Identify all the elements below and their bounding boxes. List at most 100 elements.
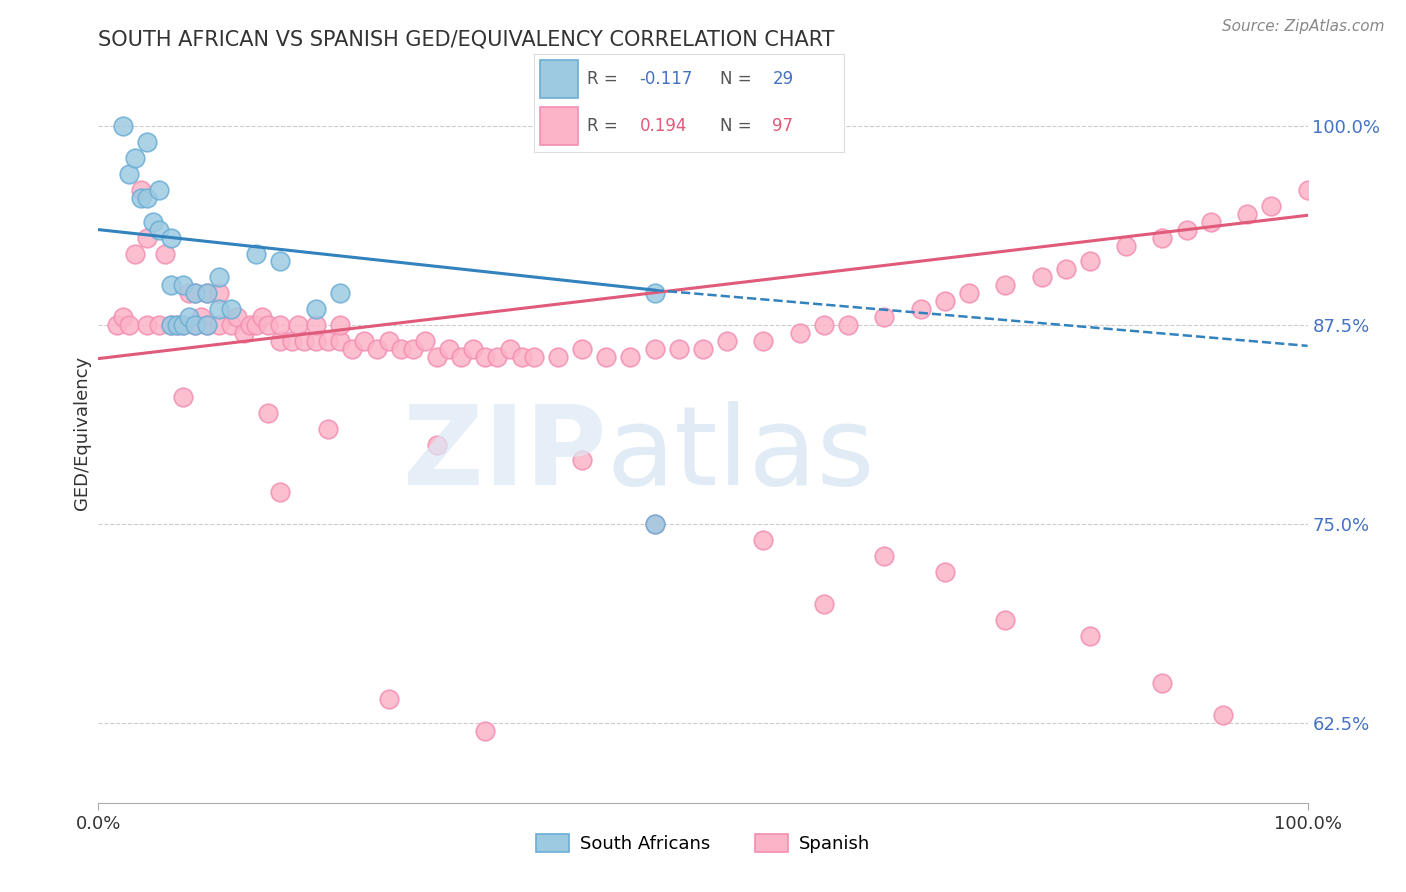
Point (179, 310, 201, 325)
Point (160, 318, 183, 333)
Point (124, 246, 146, 260)
Point (752, 533, 775, 547)
Point (208, 302, 231, 317)
Point (813, 597, 835, 611)
Point (1152, 676, 1174, 690)
Point (135, 230, 157, 244)
Text: Source: ZipAtlas.com: Source: ZipAtlas.com (1222, 20, 1385, 34)
Bar (540, 108, 578, 145)
Point (153, 246, 176, 260)
Point (437, 342, 460, 356)
Point (195, 318, 218, 333)
Point (195, 286, 218, 301)
Point (474, 350, 496, 364)
Point (426, 350, 449, 364)
Point (1199, 214, 1222, 228)
Point (1260, 199, 1282, 213)
Point (486, 350, 509, 364)
Point (166, 318, 188, 333)
Point (450, 350, 472, 364)
Point (1296, 183, 1319, 197)
Point (148, 222, 170, 236)
Point (281, 334, 304, 348)
Point (789, 326, 811, 340)
Point (135, 135, 157, 149)
Point (184, 318, 207, 333)
Point (172, 390, 194, 404)
Point (644, 517, 666, 532)
Point (269, 334, 291, 348)
Point (160, 278, 183, 293)
Point (118, 318, 141, 333)
Point (292, 334, 315, 348)
Point (226, 310, 249, 325)
Point (129, 191, 152, 205)
Point (129, 183, 152, 197)
Point (269, 485, 291, 500)
Point (184, 318, 207, 333)
Point (619, 350, 641, 364)
Point (547, 350, 569, 364)
Point (221, 318, 243, 333)
Text: -0.117: -0.117 (640, 70, 693, 88)
Point (135, 318, 157, 333)
Point (184, 286, 207, 301)
Point (668, 342, 690, 356)
Point (1175, 222, 1198, 236)
Point (752, 334, 775, 348)
Point (305, 302, 328, 317)
Point (329, 334, 352, 348)
Point (239, 318, 262, 333)
Point (111, 310, 134, 325)
Y-axis label: GED/Equivalency: GED/Equivalency (73, 356, 91, 509)
Point (287, 318, 309, 333)
Point (366, 342, 388, 356)
Point (910, 302, 932, 317)
Point (1236, 207, 1258, 221)
Point (269, 318, 291, 333)
Point (571, 453, 593, 467)
Point (595, 350, 617, 364)
Point (644, 286, 666, 301)
Point (166, 318, 188, 333)
Text: 97: 97 (772, 117, 793, 135)
Point (413, 334, 436, 348)
Point (644, 517, 666, 532)
Point (1054, 262, 1077, 277)
Point (250, 310, 273, 325)
Point (1078, 254, 1101, 268)
Point (377, 692, 399, 706)
Point (994, 613, 1017, 627)
Point (232, 326, 254, 340)
Point (245, 318, 267, 333)
Point (389, 342, 412, 356)
Point (160, 230, 183, 244)
Point (342, 342, 364, 356)
Point (305, 318, 328, 333)
Point (873, 549, 896, 563)
Point (172, 318, 194, 333)
Point (474, 724, 496, 739)
Point (957, 286, 980, 301)
Point (195, 318, 218, 333)
Point (208, 286, 231, 301)
Point (316, 334, 339, 348)
Point (523, 350, 546, 364)
Point (510, 350, 533, 364)
Text: 29: 29 (772, 70, 793, 88)
Point (329, 318, 352, 333)
Point (172, 278, 194, 293)
Point (463, 342, 485, 356)
Text: R =: R = (586, 117, 623, 135)
Point (172, 318, 194, 333)
Point (305, 334, 328, 348)
Point (160, 318, 183, 333)
Text: N =: N = (720, 117, 756, 135)
Point (571, 342, 593, 356)
Point (1152, 230, 1174, 244)
Point (934, 565, 956, 579)
Point (111, 119, 134, 133)
Text: atlas: atlas (606, 401, 875, 508)
Point (269, 254, 291, 268)
Point (142, 214, 165, 228)
